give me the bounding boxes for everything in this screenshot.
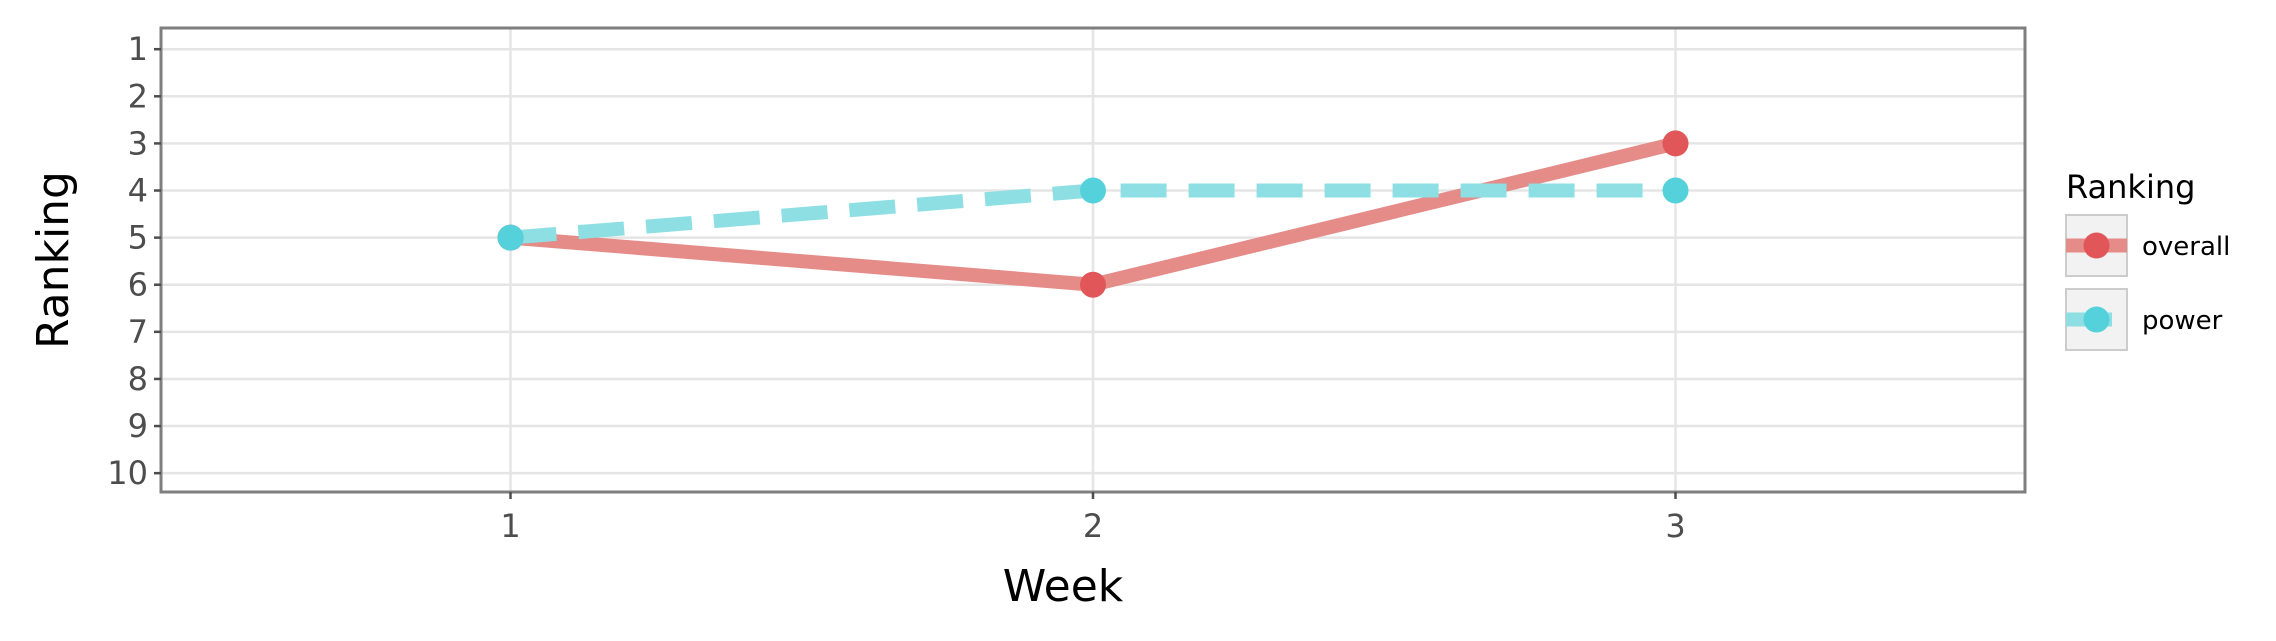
legend-label: power <box>2142 306 2223 336</box>
axes: 1 2 3 4 5 6 7 8 9 10 1 2 3 <box>107 30 1685 545</box>
data-point-overall <box>1080 271 1106 298</box>
y-tick-label: 3 <box>128 124 148 162</box>
y-tick-label: 6 <box>128 266 148 304</box>
data-point-overall <box>1662 130 1689 157</box>
y-tick-label: 5 <box>128 219 148 257</box>
y-tick-label: 10 <box>107 454 148 492</box>
x-tick-label: 3 <box>1665 507 1685 545</box>
legend-items: overall power <box>2065 214 2230 351</box>
y-axis-title: Ranking <box>28 171 79 349</box>
x-tick-label: 2 <box>1083 507 1103 545</box>
y-tick-label: 7 <box>128 313 148 351</box>
legend-title: Ranking <box>2066 168 2195 206</box>
y-tick-label: 9 <box>128 407 148 445</box>
legend: Ranking overall power <box>2065 168 2230 351</box>
y-tick-label: 1 <box>128 30 148 68</box>
y-tick-label: 8 <box>128 360 148 398</box>
legend-item-overall: overall <box>2065 214 2230 277</box>
y-tick-label: 4 <box>128 172 148 210</box>
x-tick-label: 1 <box>500 507 520 545</box>
legend-key-point <box>2083 306 2110 333</box>
legend-key-point <box>2083 232 2110 259</box>
grid <box>161 28 2025 492</box>
data-point-power <box>497 224 524 251</box>
y-tick-label: 2 <box>128 77 148 115</box>
legend-label: overall <box>2142 232 2230 262</box>
x-axis-title: Week <box>1003 561 1124 612</box>
series-points <box>497 130 1689 298</box>
data-point-power <box>1080 177 1106 204</box>
legend-item-power: power <box>2065 288 2223 351</box>
data-point-power <box>1662 177 1689 204</box>
